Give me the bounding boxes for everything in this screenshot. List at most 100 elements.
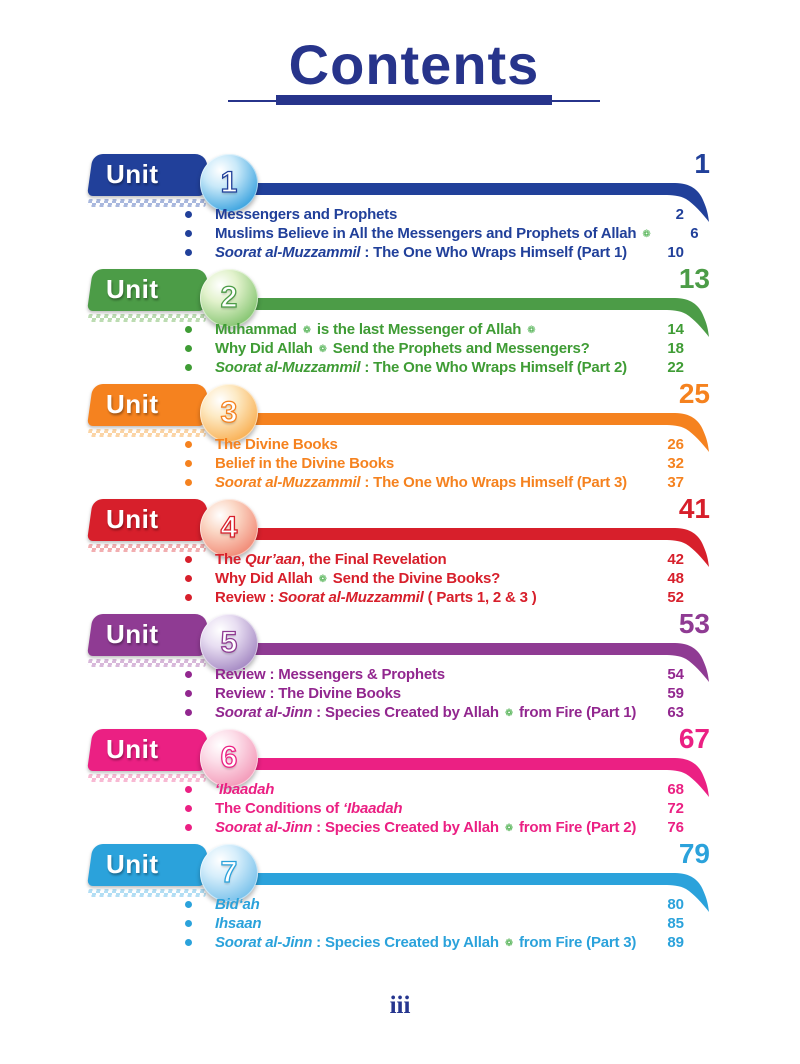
toc-item: Why Did Allah ❁ Send the Prophets and Me… (88, 339, 712, 358)
bullet-icon (185, 460, 192, 467)
banner-swoosh (198, 873, 709, 912)
item-title: Soorat al-Jinn : Species Created by Alla… (215, 704, 637, 721)
item-title: Muhammad ❁ is the last Messenger of Alla… (215, 321, 536, 338)
unit-section-6: Unit 6 67 ‘Ibaadah 68 The Conditions of ‘… (87, 723, 712, 842)
item-page-number: 89 (667, 934, 684, 951)
item-page-number: 18 (667, 340, 684, 357)
bullet-icon (185, 671, 192, 678)
toc-item: Review : Soorat al-Muzzammil ( Parts 1, … (88, 588, 712, 607)
item-title: Messengers and Prophets (215, 206, 398, 223)
unit-items: The Divine Books 26 Belief in the Divine … (88, 435, 712, 492)
item-page-number: 48 (667, 570, 684, 587)
toc-item: The Qur’aan, the Final Revelation 42 (88, 550, 712, 569)
toc-item: Ihsaan 85 (88, 914, 712, 933)
toc-item: The Divine Books 26 (88, 435, 712, 454)
unit-number: 3 (220, 395, 238, 429)
unit-items: The Qur’aan, the Final Revelation 42 Why … (88, 550, 712, 607)
unit-label: Unit (106, 274, 159, 304)
toc-item: Belief in the Divine Books 32 (88, 454, 712, 473)
banner-swoosh (198, 528, 709, 567)
unit-section-7: Unit 7 79 Bid‘ah 80 Ihsaan 85 Soorat al-Ji… (87, 838, 712, 957)
bullet-icon (185, 824, 192, 831)
item-title: Soorat al-Jinn : Species Created by Alla… (215, 934, 637, 951)
item-title: The Divine Books (215, 436, 338, 453)
unit-page-number: 13 (678, 263, 710, 294)
unit-items: Review : Messengers & Prophets 54 Review … (88, 665, 712, 722)
unit-number-badge: 7 (200, 844, 258, 902)
unit-label: Unit (106, 389, 159, 419)
banner-swoosh (198, 298, 709, 337)
unit-items: Muhammad ❁ is the last Messenger of Alla… (88, 320, 712, 377)
honorific-icon: ❁ (504, 823, 513, 834)
bullet-icon (185, 556, 192, 563)
unit-list: Unit 1 1 Messengers and Prophets 2 Muslim… (87, 148, 712, 957)
unit-number: 5 (220, 625, 238, 659)
bullet-icon (185, 939, 192, 946)
unit-label: Unit (106, 849, 159, 879)
item-page-number: 68 (667, 781, 684, 798)
bullet-icon (185, 211, 192, 218)
unit-label: Unit (106, 734, 159, 764)
item-title: The Qur’aan, the Final Revelation (215, 551, 447, 568)
bullet-icon (185, 479, 192, 486)
item-title: Soorat al-Muzzammil : The One Who Wraps … (215, 359, 627, 376)
unit-items: Bid‘ah 80 Ihsaan 85 Soorat al-Jinn : Speci… (88, 895, 712, 952)
toc-item: Bid‘ah 80 (88, 895, 712, 914)
banner-swoosh (198, 413, 709, 452)
toc-item: Review : The Divine Books 59 (88, 684, 712, 703)
item-page-number: 22 (667, 359, 684, 376)
unit-number: 2 (220, 280, 238, 314)
item-page-number: 14 (667, 321, 684, 338)
unit-number: 1 (220, 165, 238, 199)
item-page-number: 63 (667, 704, 684, 721)
unit-page-number: 67 (678, 723, 710, 754)
bullet-icon (185, 920, 192, 927)
toc-item: Soorat al-Muzzammil : The One Who Wraps … (88, 358, 712, 377)
unit-page-number: 41 (678, 493, 710, 524)
unit-items: Messengers and Prophets 2 Muslims Believe… (88, 205, 712, 262)
unit-page-number: 53 (678, 608, 710, 639)
toc-item: Review : Messengers & Prophets 54 (88, 665, 712, 684)
bullet-icon (185, 901, 192, 908)
item-title: The Conditions of ‘Ibaadah (215, 800, 403, 817)
bullet-icon (185, 441, 192, 448)
banner-swoosh (198, 758, 709, 797)
item-title: Why Did Allah ❁ Send the Divine Books? (215, 570, 501, 587)
item-page-number: 52 (667, 589, 684, 606)
bullet-icon (185, 575, 192, 582)
bullet-icon (185, 230, 192, 237)
toc-item: Muslims Believe in All the Messengers an… (88, 224, 712, 243)
toc-item: The Conditions of ‘Ibaadah 72 (88, 799, 712, 818)
toc-item: Soorat al-Jinn : Species Created by Alla… (88, 933, 712, 952)
unit-section-5: Unit 5 53 Review : Messengers & Prophets… (87, 608, 712, 727)
bullet-icon (185, 594, 192, 601)
toc-item: ‘Ibaadah 68 (88, 780, 712, 799)
item-title: Muslims Believe in All the Messengers an… (215, 225, 651, 242)
toc-item: Soorat al-Jinn : Species Created by Alla… (88, 818, 712, 837)
bullet-icon (185, 709, 192, 716)
item-page-number: 10 (667, 244, 684, 261)
unit-section-3: Unit 3 25 The Divine Books 26 Belief in t… (87, 378, 712, 497)
item-page-number: 59 (667, 685, 684, 702)
toc-item: Muhammad ❁ is the last Messenger of Alla… (88, 320, 712, 339)
unit-section-1: Unit 1 1 Messengers and Prophets 2 Muslim… (87, 148, 712, 267)
banner-swoosh (198, 183, 709, 222)
unit-number-badge: 5 (200, 614, 258, 672)
unit-page-number: 1 (694, 148, 710, 179)
item-title: Review : The Divine Books (215, 685, 401, 702)
item-title: Why Did Allah ❁ Send the Prophets and Me… (215, 340, 590, 357)
bullet-icon (185, 345, 192, 352)
unit-page-number: 25 (678, 378, 710, 409)
item-page-number: 76 (667, 819, 684, 836)
title-block: Contents (0, 35, 800, 107)
unit-label: Unit (106, 619, 159, 649)
item-page-number: 26 (667, 436, 684, 453)
honorific-icon: ❁ (318, 344, 327, 355)
underline-thick-rule (276, 94, 552, 105)
item-page-number: 85 (667, 915, 684, 932)
unit-label: Unit (106, 504, 159, 534)
unit-page-number: 79 (678, 838, 710, 869)
item-title: Review : Messengers & Prophets (215, 666, 445, 683)
bullet-icon (185, 364, 192, 371)
toc-item: Why Did Allah ❁ Send the Divine Books? 48 (88, 569, 712, 588)
